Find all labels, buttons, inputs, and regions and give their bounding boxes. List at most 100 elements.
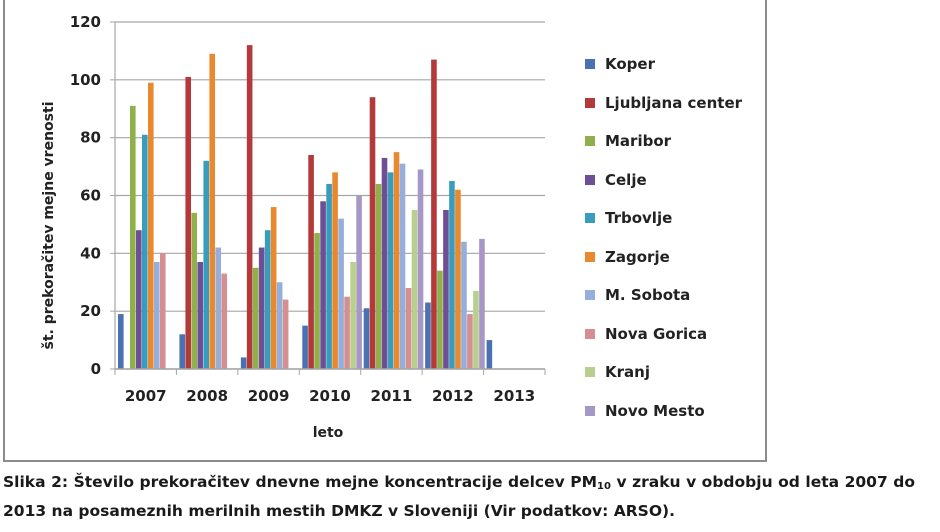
y-tick-label: 0 bbox=[91, 360, 101, 378]
bar bbox=[479, 238, 485, 369]
bar bbox=[203, 160, 210, 369]
chart-legend: Koper Ljubljana center Maribor Celje Trbovlj… bbox=[585, 45, 742, 430]
legend-item: Ljubljana center bbox=[585, 84, 742, 123]
bar bbox=[314, 233, 320, 369]
x-tick-label: 2007 bbox=[125, 387, 167, 405]
bar bbox=[276, 282, 283, 369]
legend-label: Ljubljana center bbox=[605, 93, 743, 112]
bar bbox=[308, 155, 314, 369]
legend-item: Trbovlje bbox=[585, 199, 742, 238]
figure-caption: Slika 2: Število prekoračitev dnevne mej… bbox=[3, 470, 915, 523]
legend-label: Koper bbox=[605, 55, 655, 74]
bar bbox=[215, 247, 222, 369]
y-axis-title: št. prekoračitev mejne vrenosti bbox=[41, 102, 57, 350]
legend-swatch-icon bbox=[585, 290, 595, 301]
x-tick-label: 2009 bbox=[248, 387, 290, 405]
bar bbox=[369, 97, 376, 369]
caption-subscript: 10 bbox=[597, 481, 611, 492]
bar bbox=[393, 152, 400, 369]
caption-text: Slika 2: Število prekoračitev dnevne mej… bbox=[3, 473, 598, 491]
legend-label: Trbovlje bbox=[605, 209, 673, 228]
bar bbox=[154, 262, 160, 369]
bar bbox=[197, 262, 204, 369]
bar bbox=[381, 157, 388, 369]
bar bbox=[486, 340, 493, 369]
bar bbox=[461, 241, 467, 369]
bar bbox=[417, 169, 424, 369]
legend-item: Novo Mesto bbox=[585, 392, 742, 431]
legend-swatch-icon bbox=[585, 213, 595, 224]
y-tick-label: 100 bbox=[70, 71, 101, 89]
x-tick-label: 2013 bbox=[493, 387, 535, 405]
bar bbox=[356, 195, 362, 369]
bar bbox=[148, 82, 154, 369]
legend-label: Celje bbox=[605, 170, 647, 189]
x-tick-label: 2008 bbox=[186, 387, 228, 405]
bar-chart: 0 20 40 60 80 100 120 2007 2008 2009 2010 2011 2012 2… bbox=[41, 13, 546, 441]
legend-item: Koper bbox=[585, 45, 742, 84]
legend-swatch-icon bbox=[585, 59, 595, 70]
bar bbox=[302, 325, 308, 369]
bar bbox=[437, 270, 443, 369]
bar bbox=[130, 105, 136, 369]
legend-swatch-icon bbox=[585, 136, 595, 147]
bar bbox=[118, 314, 124, 369]
bar bbox=[136, 230, 142, 369]
legend-item: Nova Gorica bbox=[585, 315, 742, 354]
bar bbox=[179, 334, 186, 369]
bar bbox=[246, 45, 253, 370]
bar bbox=[142, 134, 148, 369]
bar bbox=[338, 218, 344, 369]
y-tick-label: 40 bbox=[80, 244, 101, 262]
bar bbox=[258, 247, 265, 369]
bar bbox=[425, 302, 431, 369]
legend-item: Zagorje bbox=[585, 238, 742, 277]
legend-label: Kranj bbox=[605, 363, 650, 382]
legend-label: Zagorje bbox=[605, 247, 670, 266]
bar bbox=[467, 314, 473, 369]
bar bbox=[252, 267, 259, 369]
legend-label: M. Sobota bbox=[605, 286, 691, 305]
bar bbox=[443, 209, 449, 369]
legend-swatch-icon bbox=[585, 174, 595, 185]
legend-label: Nova Gorica bbox=[605, 324, 708, 343]
caption-text-continued: v zraku v obdobju od leta 2007 do 2013 n… bbox=[3, 473, 915, 520]
bar bbox=[344, 296, 350, 369]
bar bbox=[191, 212, 198, 369]
legend-label: Maribor bbox=[605, 132, 672, 151]
x-axis-title: leto bbox=[313, 425, 344, 441]
bar bbox=[209, 53, 216, 369]
y-tick-label: 80 bbox=[80, 129, 101, 147]
y-tick-label: 20 bbox=[80, 302, 101, 320]
bar bbox=[185, 76, 192, 370]
bar bbox=[350, 262, 356, 369]
bar bbox=[455, 189, 461, 369]
bar bbox=[363, 308, 370, 369]
legend-swatch-icon bbox=[585, 251, 595, 262]
x-tick-label: 2012 bbox=[432, 387, 474, 405]
legend-item: Maribor bbox=[585, 122, 742, 161]
bar bbox=[282, 299, 289, 369]
bar bbox=[264, 230, 271, 369]
x-tick-label: 2011 bbox=[371, 387, 413, 405]
legend-swatch-icon bbox=[585, 367, 595, 378]
bar bbox=[326, 183, 332, 369]
legend-item: Celje bbox=[585, 161, 742, 200]
bar bbox=[411, 209, 418, 369]
bar bbox=[240, 357, 247, 369]
bar bbox=[405, 288, 412, 369]
legend-swatch-icon bbox=[585, 97, 595, 108]
legend-item: M. Sobota bbox=[585, 276, 742, 315]
bar bbox=[473, 290, 479, 369]
x-tick-label: 2010 bbox=[309, 387, 351, 405]
legend-swatch-icon bbox=[585, 328, 595, 339]
y-tick-label: 120 bbox=[70, 13, 101, 31]
bar bbox=[160, 253, 166, 369]
legend-swatch-icon bbox=[585, 405, 595, 416]
bar bbox=[399, 163, 406, 369]
y-tick-label: 60 bbox=[80, 187, 101, 205]
bar bbox=[320, 201, 326, 369]
bar bbox=[431, 59, 437, 369]
bar bbox=[449, 181, 455, 369]
bar bbox=[332, 172, 338, 369]
